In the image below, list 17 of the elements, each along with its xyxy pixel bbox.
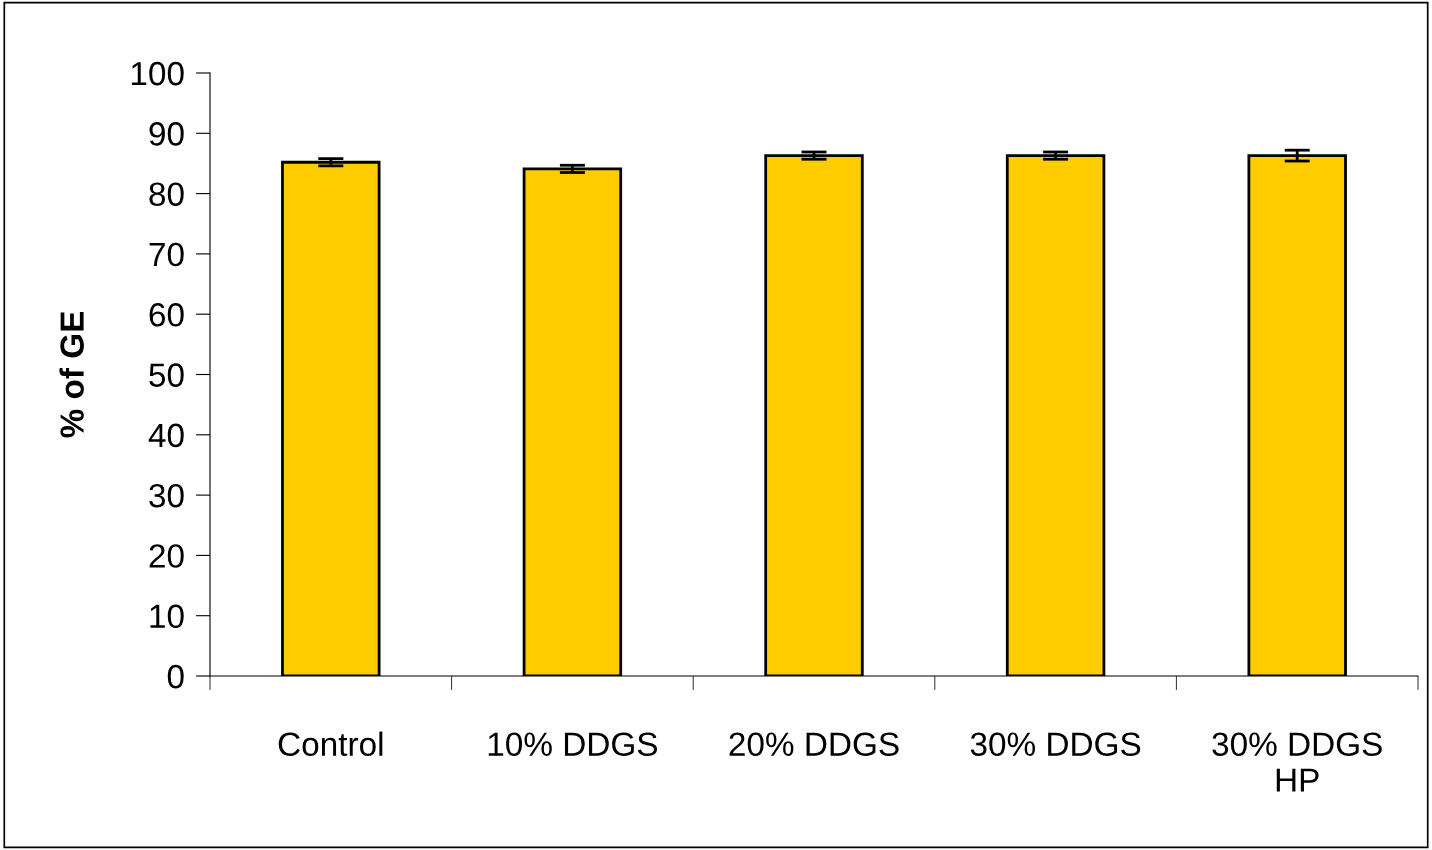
y-tick-label: 20 — [149, 544, 184, 568]
y-tick-label: 10 — [150, 604, 184, 629]
x-tick-label: 10% DDGS — [488, 732, 658, 757]
y-tick-label: 0 — [167, 664, 184, 689]
y-tick-label: 70 — [149, 242, 184, 267]
y-tick-label: 80 — [149, 182, 184, 207]
y-tick-label: 90 — [149, 122, 184, 146]
x-tick-label: 30% DDGS HP — [1212, 732, 1382, 792]
y-tick-label: 40 — [148, 423, 184, 448]
x-tick-label: 30% DDGS — [970, 732, 1141, 757]
y-axis-title: % of GE — [59, 311, 84, 438]
y-tick-label: 30 — [149, 483, 184, 508]
y-tick-label: 50 — [149, 363, 184, 387]
x-tick-label: Control — [278, 731, 383, 757]
x-tick-label: 20% DDGS — [729, 732, 899, 757]
y-tick-label: 100 — [131, 61, 184, 86]
y-tick-label: 60 — [149, 303, 184, 327]
